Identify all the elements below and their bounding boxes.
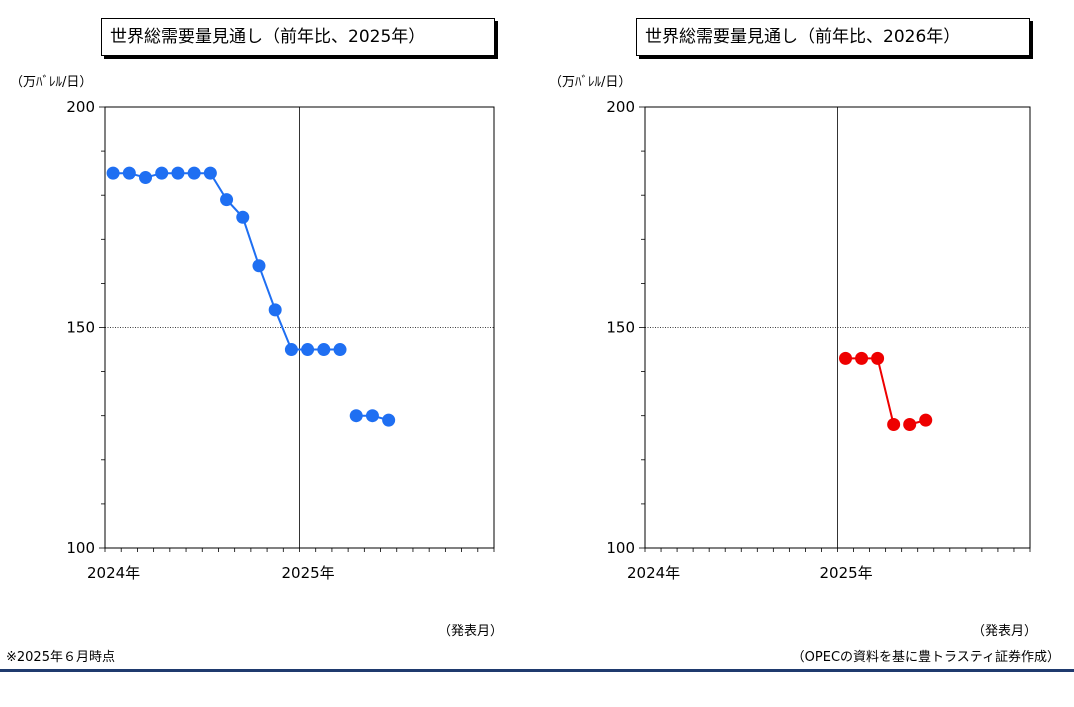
- y-axis-unit-right: （万ﾊﾞﾚﾙ/日）: [549, 75, 632, 90]
- x-axis-note-right: （発表月）: [972, 624, 1038, 639]
- data-point-left: [252, 259, 266, 273]
- data-point-left: [301, 343, 315, 357]
- footnote: ※2025年６月時点: [6, 650, 115, 665]
- data-point-left: [122, 166, 136, 180]
- x-tick-label-left: 2024年: [87, 564, 140, 582]
- data-point-right: [839, 351, 853, 365]
- data-point-left: [349, 409, 363, 423]
- data-point-left: [187, 166, 201, 180]
- x-tick-label-right: 2024年: [627, 564, 680, 582]
- data-point-left: [236, 210, 250, 224]
- source-note: （OPECの資料を基に豊トラスティ証券作成）: [791, 650, 1060, 665]
- data-point-left: [106, 166, 120, 180]
- y-tick-label-left: 100: [66, 539, 95, 557]
- data-point-left: [139, 171, 153, 185]
- y-tick-label-left: 150: [66, 319, 95, 337]
- data-point-left: [365, 409, 379, 423]
- y-tick-label-right: 100: [606, 539, 635, 557]
- data-point-left: [284, 343, 298, 357]
- data-point-left: [317, 343, 331, 357]
- data-point-right: [919, 413, 933, 427]
- data-point-left: [382, 413, 396, 427]
- chart-title-left: 世界総需要量見通し（前年比、2025年）: [101, 18, 495, 56]
- data-point-right: [871, 351, 885, 365]
- y-tick-label-left: 200: [66, 98, 95, 116]
- data-point-left: [203, 166, 217, 180]
- data-point-right: [855, 351, 869, 365]
- data-point-left: [171, 166, 185, 180]
- x-tick-label-right: 2025年: [820, 564, 873, 582]
- data-point-left: [155, 166, 169, 180]
- y-tick-label-right: 150: [606, 319, 635, 337]
- y-tick-label-right: 200: [606, 98, 635, 116]
- series-line-right: [845, 357, 895, 425]
- x-axis-note-left: （発表月）: [438, 624, 504, 639]
- data-point-left: [268, 303, 282, 317]
- data-point-left: [220, 193, 234, 207]
- bottom-rule: [0, 669, 1074, 672]
- data-point-right: [903, 418, 917, 432]
- x-tick-label-left: 2025年: [282, 564, 335, 582]
- y-axis-unit-left: （万ﾊﾞﾚﾙ/日）: [10, 75, 93, 90]
- data-point-left: [333, 343, 347, 357]
- chart-title-right: 世界総需要量見通し（前年比、2026年）: [636, 18, 1030, 56]
- data-point-right: [887, 418, 901, 432]
